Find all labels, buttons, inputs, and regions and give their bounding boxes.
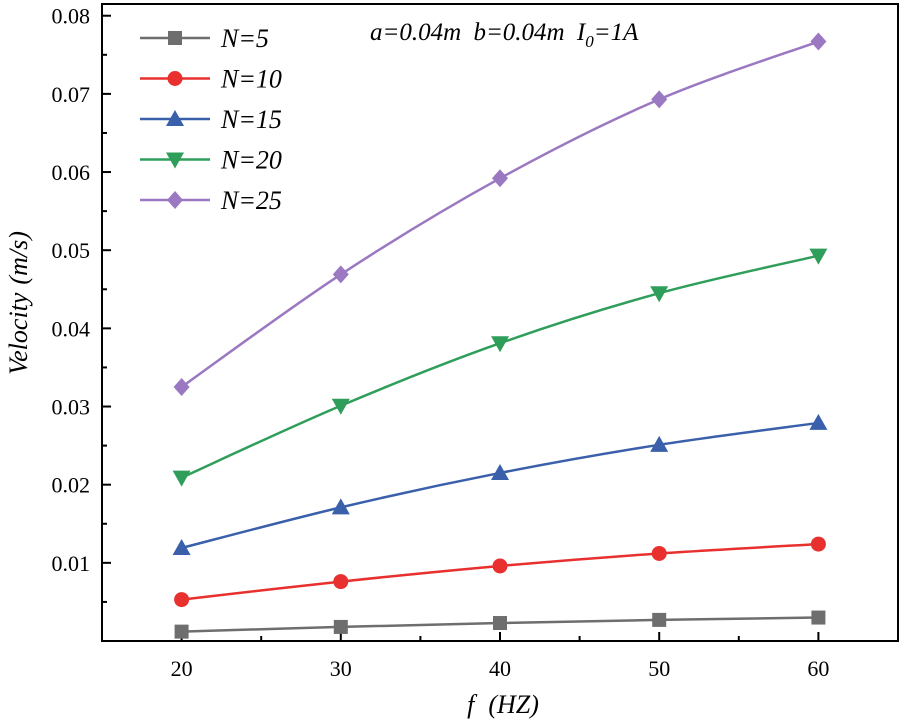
data-point — [491, 463, 509, 480]
plot-frame — [101, 3, 899, 642]
y-tick-label: 0.01 — [52, 551, 91, 576]
legend-item: N=20 — [140, 146, 282, 175]
axis-ticks: 20 30 40 50 60 0.01 0.02 0.03 0.04 0.05 0.06 0.07 0.… — [52, 4, 830, 681]
data-point — [492, 558, 508, 574]
parameter-annotation: a=0.04m b=0.04m I0=1A — [370, 19, 639, 51]
legend-label: N=10 — [220, 65, 282, 94]
data-point — [652, 612, 667, 627]
data-point — [331, 498, 350, 515]
data-point — [651, 90, 668, 109]
data-point — [172, 538, 191, 555]
y-tick-label: 0.06 — [52, 160, 91, 185]
annotation-i-subscript: 0 — [585, 32, 594, 51]
y-axis-unit: (m/s) — [4, 231, 33, 284]
y-axis-title: Velocity (m/s) — [4, 231, 33, 375]
series-line — [181, 254, 819, 479]
data-point — [810, 536, 826, 552]
data-point — [650, 435, 669, 452]
legend-item: N=15 — [140, 105, 282, 134]
data-point — [810, 32, 827, 51]
y-tick-label: 0.04 — [52, 316, 91, 341]
data-point — [332, 265, 349, 284]
annotation-b: b=0.04m — [473, 19, 564, 46]
x-tick-label: 20 — [171, 656, 193, 681]
data-point — [809, 248, 828, 265]
data-point — [331, 398, 350, 415]
data-point — [173, 377, 190, 396]
legend-marker — [167, 71, 183, 86]
annotation-i-value: =1A — [594, 19, 639, 46]
legend-item: N=25 — [140, 186, 282, 215]
x-tick-label: 40 — [489, 656, 511, 681]
series-n-10 — [174, 536, 826, 608]
legend-label: N=25 — [220, 186, 282, 215]
data-point — [174, 592, 190, 608]
y-axis-quantity: Velocity — [4, 292, 33, 375]
data-point — [651, 545, 667, 561]
data-point — [811, 610, 826, 625]
data-point — [493, 616, 507, 631]
data-point — [174, 624, 189, 639]
legend-item: N=10 — [140, 65, 282, 94]
legend-label: N=20 — [220, 146, 282, 175]
legend-marker — [167, 191, 183, 209]
annotation-i-symbol: I — [576, 19, 587, 46]
series-n-5 — [174, 610, 826, 639]
series-n-20 — [172, 248, 828, 487]
data-point — [333, 574, 349, 590]
data-point — [492, 169, 508, 188]
data-point — [809, 413, 828, 430]
series-line — [181, 421, 819, 550]
series-n-15 — [172, 413, 828, 555]
legend-marker — [166, 152, 184, 169]
x-axis-title: f (HZ) — [467, 690, 539, 719]
legend-item: N=5 — [140, 24, 269, 53]
legend-marker — [168, 31, 182, 45]
x-tick-label: 50 — [648, 656, 670, 681]
x-tick-label: 60 — [807, 656, 829, 681]
legend-label: N=5 — [220, 24, 269, 53]
x-axis-unit: (HZ) — [488, 690, 539, 719]
legend: N=5 N=10 N=15 N=20 N=25 — [140, 24, 282, 215]
series-n-25 — [173, 32, 827, 396]
y-tick-label: 0.05 — [52, 238, 91, 263]
annotation-a: a=0.04m — [370, 19, 461, 46]
y-tick-label: 0.08 — [52, 4, 91, 29]
data-point — [172, 470, 191, 487]
y-tick-label: 0.03 — [52, 395, 91, 420]
x-axis-symbol: f — [467, 690, 478, 719]
data-point — [491, 336, 509, 353]
legend-label: N=15 — [220, 105, 282, 134]
legend-marker — [166, 110, 184, 126]
data-point — [650, 286, 669, 303]
y-tick-label: 0.07 — [52, 82, 91, 107]
x-tick-label: 30 — [330, 656, 352, 681]
series-layer — [172, 32, 828, 639]
y-tick-label: 0.02 — [52, 473, 91, 498]
data-point — [333, 619, 348, 634]
